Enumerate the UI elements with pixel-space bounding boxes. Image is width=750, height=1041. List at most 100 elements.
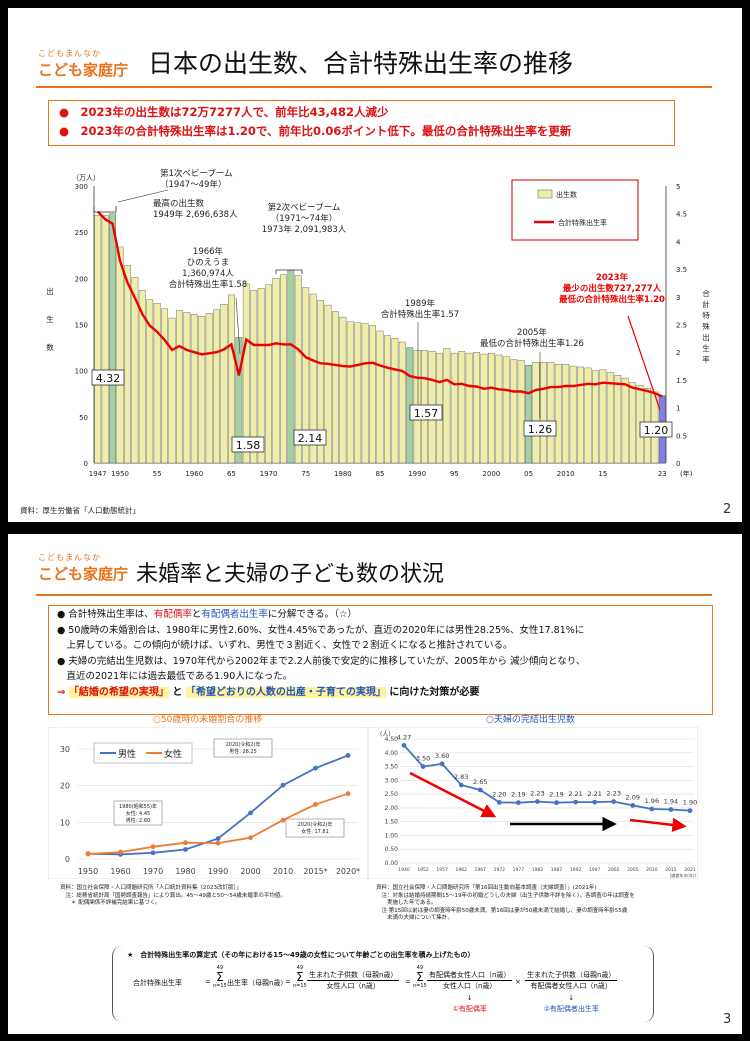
y-tick-left: 300 xyxy=(75,183,88,191)
annotation-max: 1949年 2,696,638人 xyxy=(153,209,238,220)
y-tick-left: 150 xyxy=(75,322,88,330)
birth-bar xyxy=(592,370,599,464)
birth-bar xyxy=(161,308,168,464)
birth-bar xyxy=(517,360,525,464)
data-label: 2.23 xyxy=(530,790,544,798)
data-point xyxy=(401,742,407,748)
birth-bar xyxy=(213,309,220,464)
birth-bar xyxy=(287,269,295,464)
right-axis-label: 特 xyxy=(702,310,710,320)
x-tick: 1997 xyxy=(589,867,601,873)
left-unit: （万人） xyxy=(72,174,100,182)
data-label: 2.65 xyxy=(473,778,487,786)
x-tick: 75 xyxy=(301,470,310,478)
annotation-hinoe: 1966年 xyxy=(193,246,224,257)
chart1-caption: ○50歳時の未婚割合の推移 xyxy=(153,715,263,725)
birth-bar xyxy=(384,335,391,464)
formula-box: ★ 合計特殊出生率の算定式（その年における15〜49歳の女性について年齢ごとの出… xyxy=(112,946,654,1022)
note-line: 未満の夫婦について集計。 xyxy=(376,915,453,921)
unmarried-rate-chart: 0 10 20 30 1950 1960 1970 1980 1990 2000 2010 2015*… xyxy=(48,727,368,879)
birth-bar xyxy=(124,265,131,464)
birth-bar xyxy=(220,303,228,464)
boom1-bracket xyxy=(93,206,117,213)
legend-label: 男性 xyxy=(118,748,136,760)
x-tick: 15 xyxy=(598,470,607,478)
x-tick: 1940 xyxy=(398,867,410,873)
conclusion-line: ⇒ 「結婚の希望の実現」 と 「希望どおりの人数の出産・子育ての実現」 に向けた… xyxy=(57,686,712,700)
fraction-2: 有配偶者女性人口（n歳） 女性人口（n歳） ↓ ①有配偶率 xyxy=(427,971,513,1013)
callout-text: 女性: 4.45 xyxy=(126,810,150,817)
annotation-boom2: （1971〜74年） xyxy=(271,213,337,224)
logo-tagline: こどもまんなか xyxy=(38,553,101,562)
callout-text: 男性: 28.25 xyxy=(229,748,257,755)
left-axis-label: 出 xyxy=(46,286,54,296)
birth-bar xyxy=(116,246,124,464)
x-tick: 2020* xyxy=(336,867,360,876)
page-number: 3 xyxy=(723,1012,732,1027)
annotation-hinoe: ひのえうま xyxy=(187,258,230,268)
right-axis-label: 計 xyxy=(702,299,710,309)
birth-bar xyxy=(562,364,570,464)
left-axis-label: 数 xyxy=(46,342,54,352)
x-tick: 1980 xyxy=(334,470,352,478)
x-tick: 1967 xyxy=(475,867,487,873)
boom2-bracket xyxy=(275,269,303,274)
legend-box xyxy=(511,179,639,241)
y-unit: (人) xyxy=(380,731,391,738)
x-tick: 1970 xyxy=(260,470,278,478)
chart1-notes: 資料：国立社会保障・人口問題研究所「人口統計資料集（2023改訂版）」 注：総務… xyxy=(60,885,286,908)
value-label: 1.57 xyxy=(414,407,439,420)
fraction-3: 生まれた子供数（母親n歳） 有配偶者女性人口（n歳） ↓ ②有配偶者出生率 xyxy=(525,971,618,1013)
note-line: 資料：国立社会保障・人口問題研究所「人口統計資料集（2023改訂版）」 xyxy=(60,885,242,891)
x-tick: 2000 xyxy=(483,470,501,478)
birth-bar xyxy=(346,321,354,464)
x-tick: 95 xyxy=(450,470,459,478)
x-tick: 1962 xyxy=(455,867,467,873)
birth-bar xyxy=(584,367,592,464)
y-tick: 4.50 xyxy=(385,736,399,743)
legend-label: 出生数 xyxy=(556,190,577,199)
x-tick: 2010 xyxy=(646,867,658,873)
annotation-1989: 合計特殊出生率1.57 xyxy=(381,309,459,320)
data-point xyxy=(183,847,188,852)
formula-tag-fertility: ②有配偶者出生率 xyxy=(543,1005,599,1013)
callout-text: 2020(令和2)年 xyxy=(298,821,333,828)
x-tick: 2021 xyxy=(684,867,696,873)
x-tick: 1952 xyxy=(417,867,429,873)
y-tick: 2.50 xyxy=(385,791,399,798)
value-label: 1.58 xyxy=(236,439,261,452)
data-label: 3.60 xyxy=(435,752,449,760)
y-tick-left: 250 xyxy=(75,229,88,237)
formula-eq1: = xyxy=(205,978,211,986)
y-tick: 0.00 xyxy=(385,860,399,867)
trend-arrow-decline xyxy=(409,771,497,818)
birth-bar xyxy=(599,369,607,464)
y-tick-right: 2 xyxy=(676,349,680,357)
birth-bar xyxy=(317,300,324,464)
annotation-2023: 最少の出生数727,277人 xyxy=(563,283,662,294)
x-suffix: (調査年次(年)) xyxy=(670,872,697,878)
data-point xyxy=(535,799,540,804)
fraction-num: 有配偶者女性人口（n歳） xyxy=(427,971,513,981)
value-label-box xyxy=(91,369,125,386)
summary-bullet: ● 2023年の合計特殊出生率は1.20で、前年比0.06ポイント低下。最低の合… xyxy=(59,124,572,138)
data-point xyxy=(280,782,286,788)
birth-bar xyxy=(458,351,466,464)
right-axis-label: 合 xyxy=(702,288,710,298)
callout-text: 2020(令和2)年 xyxy=(226,741,261,748)
birth-bar xyxy=(443,348,451,464)
data-label: 1.94 xyxy=(664,798,678,806)
y-tick-right: 5 xyxy=(676,183,680,191)
logo-name: こども家庭庁 xyxy=(38,565,129,583)
birth-bar xyxy=(532,362,540,464)
annotation-2023: 2023年 xyxy=(596,272,629,283)
birth-bar xyxy=(361,323,369,464)
chart2-notes: 資料：国立社会保障・人口問題研究所「第16回出生動向基本調査（夫婦調査）」(20… xyxy=(376,885,635,923)
sum-upper: 49 xyxy=(216,965,224,971)
conclusion-marriage: 「結婚の希望の実現」 xyxy=(68,686,169,698)
value-label: 4.32 xyxy=(96,372,121,385)
data-label: 2.20 xyxy=(492,790,506,798)
data-point xyxy=(516,800,521,806)
summary-bullet: ● 2023年の出生数は72万7277人で、前年比43,482人減少 xyxy=(59,105,389,119)
